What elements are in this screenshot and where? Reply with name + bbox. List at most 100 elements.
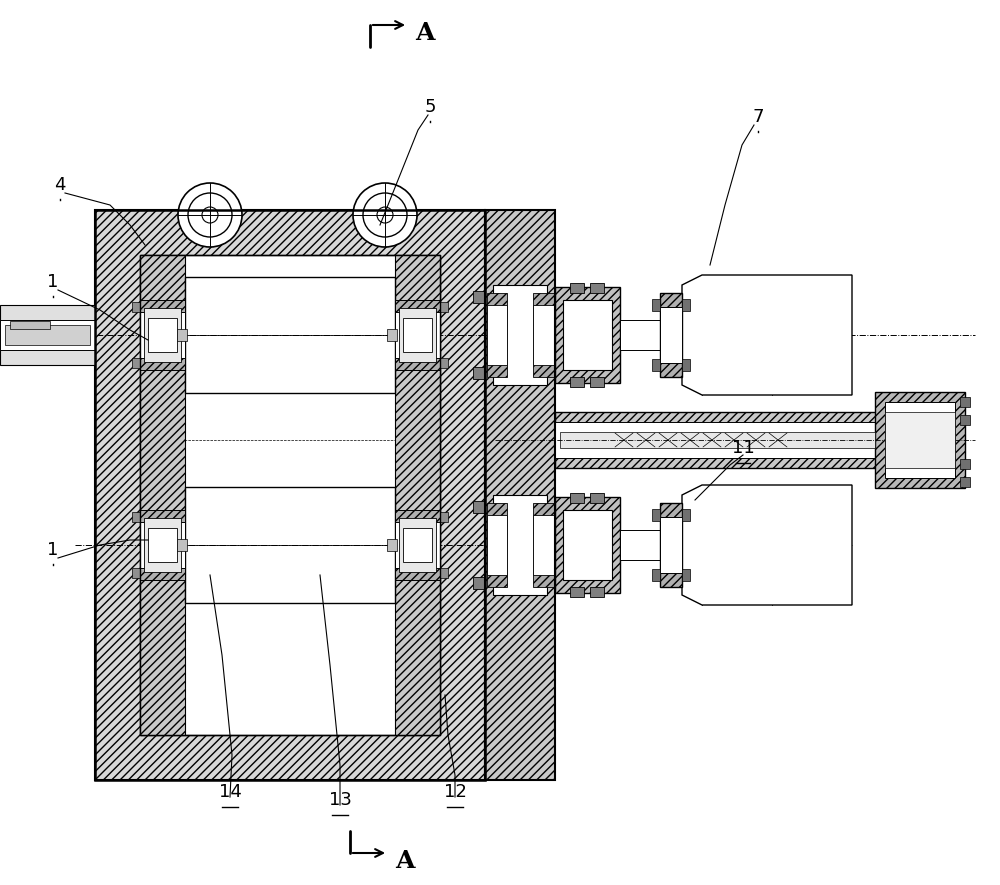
Bar bbox=[0, 305, 95, 365]
Bar bbox=[660, 503, 682, 587]
Polygon shape bbox=[682, 275, 852, 395]
Bar bbox=[885, 412, 955, 468]
Bar bbox=[387, 329, 397, 341]
Bar bbox=[652, 359, 660, 371]
Bar bbox=[682, 299, 690, 311]
Bar bbox=[555, 422, 875, 458]
Bar bbox=[0, 320, 95, 350]
Circle shape bbox=[353, 183, 417, 247]
Bar bbox=[140, 300, 185, 370]
Bar bbox=[132, 358, 140, 368]
Bar bbox=[403, 318, 432, 352]
Bar bbox=[485, 210, 555, 780]
Bar bbox=[440, 358, 448, 368]
Bar bbox=[192, 210, 228, 228]
Bar bbox=[660, 307, 682, 363]
Bar bbox=[560, 432, 875, 448]
Bar bbox=[140, 255, 440, 735]
Circle shape bbox=[202, 207, 218, 223]
Bar bbox=[487, 305, 507, 365]
Bar bbox=[533, 503, 555, 587]
Bar bbox=[399, 518, 436, 572]
Bar bbox=[960, 397, 970, 407]
Bar bbox=[177, 329, 187, 341]
Bar bbox=[620, 320, 660, 350]
Bar bbox=[485, 210, 555, 780]
Bar bbox=[570, 493, 584, 503]
Bar bbox=[395, 312, 440, 358]
Bar bbox=[590, 283, 604, 293]
Bar bbox=[570, 587, 584, 597]
Bar bbox=[140, 312, 185, 358]
Bar bbox=[487, 515, 507, 575]
Bar bbox=[590, 377, 604, 387]
Bar bbox=[590, 587, 604, 597]
Bar bbox=[140, 255, 185, 735]
Bar bbox=[395, 510, 440, 580]
Bar bbox=[487, 503, 507, 587]
Text: 13: 13 bbox=[329, 791, 351, 809]
Bar bbox=[403, 528, 432, 562]
Bar bbox=[493, 285, 547, 385]
Bar bbox=[555, 287, 620, 383]
Bar bbox=[140, 522, 185, 568]
Bar bbox=[652, 569, 660, 581]
Bar bbox=[473, 501, 485, 513]
Bar bbox=[95, 210, 485, 780]
Bar bbox=[570, 377, 584, 387]
Bar bbox=[563, 300, 612, 370]
Bar bbox=[440, 568, 448, 578]
Bar bbox=[440, 512, 448, 522]
Polygon shape bbox=[682, 485, 852, 605]
Bar bbox=[533, 515, 555, 575]
Text: 1: 1 bbox=[47, 273, 59, 291]
Bar bbox=[960, 459, 970, 469]
Text: 7: 7 bbox=[752, 108, 764, 126]
Bar bbox=[555, 412, 925, 468]
Bar bbox=[682, 509, 690, 521]
Bar bbox=[660, 517, 682, 573]
Bar bbox=[473, 291, 485, 303]
Bar bbox=[660, 293, 682, 377]
Bar bbox=[148, 528, 177, 562]
Bar bbox=[875, 392, 965, 488]
Bar bbox=[132, 568, 140, 578]
Bar bbox=[620, 530, 660, 560]
Bar bbox=[570, 283, 584, 293]
Text: 5: 5 bbox=[424, 98, 436, 116]
Text: 4: 4 bbox=[54, 176, 66, 194]
Text: A: A bbox=[395, 849, 415, 873]
Bar bbox=[10, 321, 50, 329]
Bar bbox=[140, 255, 440, 735]
Bar bbox=[533, 305, 555, 365]
Bar bbox=[144, 308, 181, 362]
Text: 12: 12 bbox=[444, 783, 466, 801]
Bar bbox=[395, 522, 440, 568]
Bar bbox=[652, 509, 660, 521]
Bar bbox=[148, 318, 177, 352]
Bar bbox=[185, 277, 395, 393]
Bar bbox=[960, 415, 970, 425]
Bar bbox=[395, 300, 440, 370]
Bar bbox=[533, 293, 555, 377]
Bar bbox=[144, 518, 181, 572]
Bar bbox=[387, 539, 397, 551]
Text: 14: 14 bbox=[219, 783, 241, 801]
Bar bbox=[132, 302, 140, 312]
Bar bbox=[682, 569, 690, 581]
Bar bbox=[185, 487, 395, 603]
Text: 1: 1 bbox=[47, 541, 59, 559]
Bar bbox=[140, 510, 185, 580]
Bar bbox=[395, 255, 440, 735]
Text: 11: 11 bbox=[732, 439, 754, 457]
Bar bbox=[399, 308, 436, 362]
Bar bbox=[473, 577, 485, 589]
Bar bbox=[95, 210, 485, 780]
Bar bbox=[885, 402, 955, 478]
Circle shape bbox=[377, 207, 393, 223]
Bar bbox=[487, 293, 507, 377]
Bar bbox=[682, 359, 690, 371]
Circle shape bbox=[178, 183, 242, 247]
Bar bbox=[367, 210, 403, 228]
Bar bbox=[563, 510, 612, 580]
